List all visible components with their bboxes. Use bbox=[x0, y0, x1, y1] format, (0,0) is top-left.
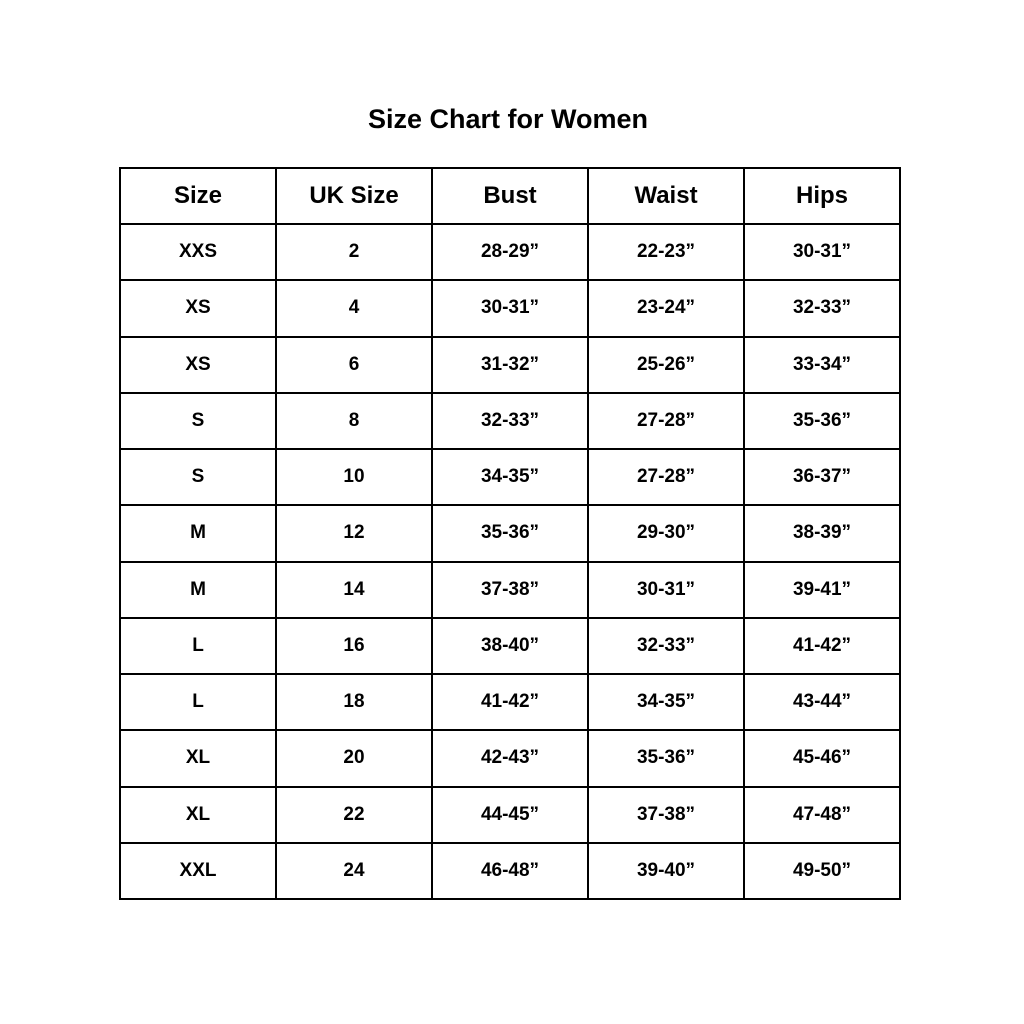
cell-bust: 38-40” bbox=[431, 616, 589, 676]
table-row: M 12 35-36” 29-30” 38-39” bbox=[119, 504, 901, 563]
cell-size: M bbox=[119, 560, 277, 619]
cell-bust: 28-29” bbox=[431, 222, 589, 282]
cell-uk-size: 6 bbox=[275, 335, 433, 394]
cell-uk-size: 18 bbox=[275, 672, 433, 732]
column-header-hips: Hips bbox=[743, 167, 901, 225]
cell-uk-size: 2 bbox=[275, 222, 433, 282]
table-row: XS 6 31-32” 25-26” 33-34” bbox=[119, 335, 901, 394]
cell-uk-size: 14 bbox=[275, 560, 433, 619]
column-header-waist: Waist bbox=[587, 167, 745, 225]
cell-waist: 23-24” bbox=[587, 279, 745, 338]
cell-hips: 39-41” bbox=[743, 560, 901, 619]
cell-bust: 34-35” bbox=[431, 447, 589, 507]
cell-hips: 33-34” bbox=[743, 335, 901, 394]
table-row: S 10 34-35” 27-28” 36-37” bbox=[119, 447, 901, 507]
cell-bust: 44-45” bbox=[431, 785, 589, 844]
cell-waist: 27-28” bbox=[587, 447, 745, 507]
cell-size: S bbox=[119, 447, 277, 507]
cell-bust: 32-33” bbox=[431, 391, 589, 451]
cell-hips: 36-37” bbox=[743, 447, 901, 507]
cell-hips: 30-31” bbox=[743, 222, 901, 282]
cell-uk-size: 8 bbox=[275, 391, 433, 451]
cell-size: S bbox=[119, 391, 277, 451]
cell-size: L bbox=[119, 672, 277, 732]
cell-waist: 29-30” bbox=[587, 504, 745, 563]
cell-size: XXS bbox=[119, 222, 277, 282]
cell-bust: 35-36” bbox=[431, 504, 589, 563]
cell-hips: 49-50” bbox=[743, 841, 901, 901]
cell-waist: 22-23” bbox=[587, 222, 745, 282]
table-body: XXS 2 28-29” 22-23” 30-31” XS 4 30-31” 23-24” 32-… bbox=[119, 222, 901, 901]
cell-uk-size: 20 bbox=[275, 729, 433, 788]
column-header-bust: Bust bbox=[431, 167, 589, 225]
cell-hips: 47-48” bbox=[743, 785, 901, 844]
cell-bust: 42-43” bbox=[431, 729, 589, 788]
table-row: XL 22 44-45” 37-38” 47-48” bbox=[119, 785, 901, 844]
table-row: XS 4 30-31” 23-24” 32-33” bbox=[119, 279, 901, 338]
header-row: Size UK Size Bust Waist Hips bbox=[119, 167, 901, 225]
cell-bust: 30-31” bbox=[431, 279, 589, 338]
cell-size: XXL bbox=[119, 841, 277, 901]
size-chart-table: Size UK Size Bust Waist Hips XXS 2 28-29” 22-23… bbox=[119, 167, 901, 901]
column-header-uk-size: UK Size bbox=[275, 167, 433, 225]
table-row: L 18 41-42” 34-35” 43-44” bbox=[119, 672, 901, 732]
cell-bust: 41-42” bbox=[431, 672, 589, 732]
cell-bust: 37-38” bbox=[431, 560, 589, 619]
cell-waist: 25-26” bbox=[587, 335, 745, 394]
cell-size: XL bbox=[119, 785, 277, 844]
cell-size: XL bbox=[119, 729, 277, 788]
table-row: XL 20 42-43” 35-36” 45-46” bbox=[119, 729, 901, 788]
cell-uk-size: 16 bbox=[275, 616, 433, 676]
cell-uk-size: 22 bbox=[275, 785, 433, 844]
cell-hips: 35-36” bbox=[743, 391, 901, 451]
column-header-size: Size bbox=[119, 167, 277, 225]
cell-waist: 39-40” bbox=[587, 841, 745, 901]
cell-uk-size: 12 bbox=[275, 504, 433, 563]
cell-hips: 43-44” bbox=[743, 672, 901, 732]
table-row: XXS 2 28-29” 22-23” 30-31” bbox=[119, 222, 901, 282]
cell-waist: 30-31” bbox=[587, 560, 745, 619]
cell-uk-size: 10 bbox=[275, 447, 433, 507]
cell-bust: 46-48” bbox=[431, 841, 589, 901]
table-row: L 16 38-40” 32-33” 41-42” bbox=[119, 616, 901, 676]
table-row: M 14 37-38” 30-31” 39-41” bbox=[119, 560, 901, 619]
cell-uk-size: 24 bbox=[275, 841, 433, 901]
cell-size: M bbox=[119, 504, 277, 563]
cell-hips: 38-39” bbox=[743, 504, 901, 563]
cell-waist: 32-33” bbox=[587, 616, 745, 676]
cell-hips: 41-42” bbox=[743, 616, 901, 676]
cell-waist: 37-38” bbox=[587, 785, 745, 844]
cell-hips: 45-46” bbox=[743, 729, 901, 788]
cell-waist: 35-36” bbox=[587, 729, 745, 788]
page-title: Size Chart for Women bbox=[367, 104, 649, 134]
cell-hips: 32-33” bbox=[743, 279, 901, 338]
cell-waist: 27-28” bbox=[587, 391, 745, 451]
cell-size: XS bbox=[119, 279, 277, 338]
table-row: XXL 24 46-48” 39-40” 49-50” bbox=[119, 841, 901, 901]
cell-bust: 31-32” bbox=[431, 335, 589, 394]
table-row: S 8 32-33” 27-28” 35-36” bbox=[119, 391, 901, 451]
cell-uk-size: 4 bbox=[275, 279, 433, 338]
cell-size: XS bbox=[119, 335, 277, 394]
cell-size: L bbox=[119, 616, 277, 676]
cell-waist: 34-35” bbox=[587, 672, 745, 732]
